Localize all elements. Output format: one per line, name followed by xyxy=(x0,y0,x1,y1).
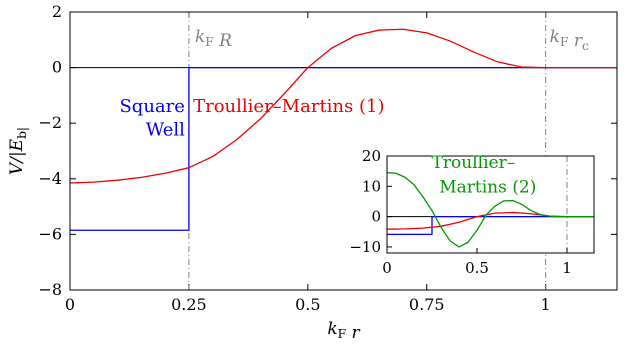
inset-background xyxy=(387,156,594,253)
x-tick-label: 0.25 xyxy=(171,295,207,314)
series-line xyxy=(69,28,617,184)
annotation-tm1: Troullier–Martins (1) xyxy=(193,96,384,117)
y-tick-label: 0 xyxy=(52,58,62,77)
inset-x-tick-label: 0.5 xyxy=(465,259,489,277)
y-tick-label: −2 xyxy=(38,113,62,132)
x-tick-label: 0.5 xyxy=(295,295,320,314)
x-axis-label: kF r xyxy=(327,319,360,343)
y-tick-label: −8 xyxy=(38,280,62,299)
main-frame xyxy=(69,11,618,291)
x-tick-label: 0.75 xyxy=(409,295,445,314)
inset-series-line xyxy=(386,172,594,248)
y-axis-label: V/|Eb| xyxy=(7,127,29,175)
annotation-tm2: Troullier– xyxy=(432,153,516,173)
series-line xyxy=(70,66,617,231)
x-tick-label: 0 xyxy=(65,295,75,314)
inset-y-tick-label: 20 xyxy=(362,147,381,165)
annotation-square-well: Square xyxy=(119,96,184,117)
x-tick-label: 1 xyxy=(541,295,551,314)
inset-y-tick-label: 0 xyxy=(371,208,381,226)
inset-frame xyxy=(386,155,595,254)
annotation-kfrc: kF rc xyxy=(550,27,589,53)
annotation-tm2: Martins (2) xyxy=(439,177,536,197)
inset-series-line xyxy=(387,215,594,236)
y-tick-label: 2 xyxy=(52,2,62,21)
annotation-kfR: kF R xyxy=(195,27,232,51)
inset-y-tick-label: 10 xyxy=(362,177,381,195)
inset-x-tick-label: 0 xyxy=(382,259,392,277)
inset-x-tick-label: 1 xyxy=(562,259,572,277)
inset-y-tick-label: −10 xyxy=(349,238,381,256)
y-tick-label: −4 xyxy=(38,169,62,188)
annotation-square-well: Well xyxy=(146,120,185,141)
y-tick-label: −6 xyxy=(38,224,62,243)
